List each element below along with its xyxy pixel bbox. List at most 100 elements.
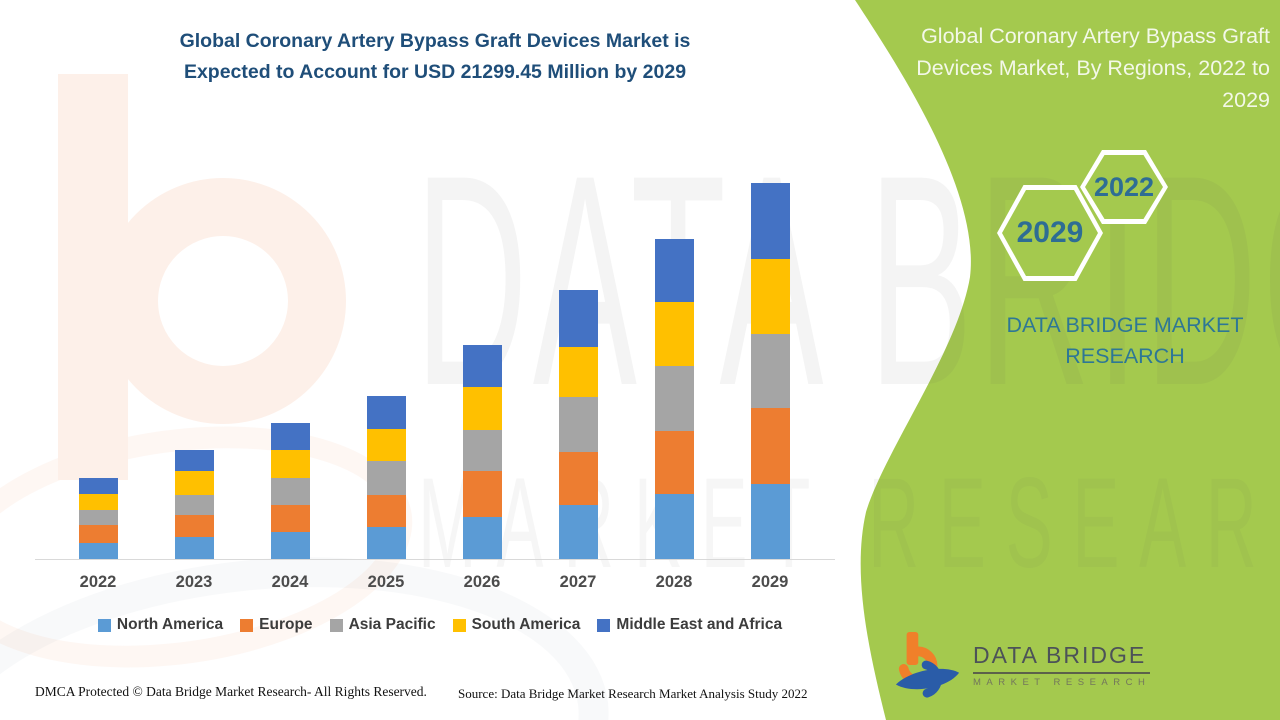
legend-swatch-south-america	[452, 618, 466, 632]
bar-segment-north-america-2023	[174, 536, 214, 559]
x-axis-label-2023: 2023	[175, 573, 213, 591]
bar-segment-europe-2029	[750, 407, 790, 484]
bar-segment-north-america-2029	[750, 483, 790, 559]
bar-segment-asia-pacific-2025	[366, 461, 406, 495]
bar-column-2029	[722, 183, 818, 559]
bar-segment-north-america-2024	[270, 531, 310, 559]
bar-segment-middle-east-and-africa-2025	[366, 395, 406, 430]
bar-segment-europe-2024	[270, 505, 310, 532]
bar-segment-south-america-2025	[366, 429, 406, 462]
bar-segment-asia-pacific-2024	[270, 477, 310, 506]
bar-segment-europe-2023	[174, 514, 214, 537]
logo-name: DATA BRIDGE	[973, 642, 1151, 674]
legend-swatch-middle-east-and-africa	[597, 618, 611, 632]
bar-segment-south-america-2022	[78, 493, 118, 510]
stacked-bar-2026	[462, 345, 502, 559]
hexagon-year-2029: 2029	[1016, 216, 1084, 249]
stacked-bar-2029	[750, 183, 790, 559]
bar-column-2023	[146, 183, 242, 559]
bar-segment-asia-pacific-2027	[558, 397, 598, 453]
bar-segment-south-america-2027	[558, 347, 598, 398]
legend-label-north-america: North America	[116, 616, 224, 633]
x-axis-label-2026: 2026	[463, 573, 501, 591]
x-axis-label-2022: 2022	[79, 573, 117, 591]
chart-title-line1: Global Coronary Artery Bypass Graft Devi…	[179, 30, 691, 52]
legend-label-asia-pacific: Asia Pacific	[348, 616, 436, 633]
stacked-bar-2022	[78, 477, 118, 559]
legend-swatch-north-america	[97, 618, 111, 632]
bar-column-2027	[530, 183, 626, 559]
data-bridge-logo-icon	[895, 631, 960, 698]
x-axis-label-2024: 2024	[271, 573, 309, 591]
panel-title: Global Coronary Artery Bypass Graft Devi…	[916, 24, 1270, 112]
legend-label-europe: Europe	[259, 616, 313, 633]
bar-segment-middle-east-and-africa-2029	[750, 183, 790, 259]
bar-segment-asia-pacific-2026	[462, 429, 502, 472]
bar-segment-asia-pacific-2029	[750, 333, 790, 408]
stacked-bar-2024	[270, 423, 310, 559]
bar-column-2025	[338, 183, 434, 559]
company-logo: DATA BRIDGE MARKET RESEARCH	[893, 628, 1151, 702]
bar-segment-north-america-2027	[558, 505, 598, 559]
hexagon-year-2022: 2022	[1093, 171, 1155, 202]
chart-legend: North America Europe Asia Pacific South Ame…	[40, 616, 840, 634]
hexagon-badge-2029: 2029	[997, 185, 1103, 281]
bar-segment-south-america-2024	[270, 450, 310, 478]
bar-segment-south-america-2029	[750, 258, 790, 334]
bar-segment-middle-east-and-africa-2022	[78, 477, 118, 494]
bar-segment-south-america-2028	[654, 302, 694, 366]
bar-segment-asia-pacific-2022	[78, 509, 118, 525]
bar-segment-middle-east-and-africa-2026	[462, 345, 502, 388]
bar-segment-middle-east-and-africa-2024	[270, 423, 310, 451]
stacked-bar-2023	[174, 449, 214, 559]
bar-segment-south-america-2026	[462, 387, 502, 430]
logo-subtitle: MARKET RESEARCH	[973, 677, 1151, 688]
legend-item-north-america: North America	[97, 616, 224, 634]
x-axis-line	[35, 559, 835, 560]
legend-label-middle-east-and-africa: Middle East and Africa	[616, 616, 783, 633]
legend-item-europe: Europe	[240, 616, 313, 634]
logo-text: DATA BRIDGE MARKET RESEARCH	[973, 628, 1151, 688]
legend-swatch-europe	[240, 618, 254, 632]
bar-segment-asia-pacific-2023	[174, 494, 214, 515]
bar-segment-asia-pacific-2028	[654, 365, 694, 431]
legend-label-south-america: South America	[471, 616, 581, 633]
legend-item-south-america: South America	[452, 616, 581, 634]
brand-caption: DATA BRIDGE MARKET RESEARCH	[1006, 313, 1244, 368]
bar-segment-middle-east-and-africa-2027	[558, 289, 598, 348]
legend-swatch-asia-pacific	[329, 618, 343, 632]
bar-segment-europe-2025	[366, 494, 406, 527]
x-axis-label-2027: 2027	[559, 573, 597, 591]
bar-segment-middle-east-and-africa-2028	[654, 239, 694, 303]
bar-column-2024	[242, 183, 338, 559]
dmca-notice: DMCA Protected © Data Bridge Market Rese…	[35, 684, 427, 699]
x-axis-label-2025: 2025	[367, 573, 405, 591]
chart-title: Global Coronary Artery Bypass Graft Devi…	[70, 26, 800, 88]
hexagon-badge-2029-inner: 2029	[1002, 190, 1098, 276]
hexagon-badge-2022-inner: 2022	[1085, 155, 1163, 219]
bar-column-2022	[50, 183, 146, 559]
stacked-bar-2028	[654, 239, 694, 559]
bar-segment-south-america-2023	[174, 471, 214, 495]
x-axis-labels: 2022 2023 2024 2025 2026 2027 2028 2029	[50, 573, 818, 592]
x-axis-label-2028: 2028	[655, 573, 693, 591]
stacked-bar-2025	[366, 395, 406, 559]
legend-item-asia-pacific: Asia Pacific	[329, 616, 436, 634]
source-note: Source: Data Bridge Market Research Mark…	[458, 686, 808, 701]
chart-title-line2: Expected to Account for USD 21299.45 Mil…	[183, 61, 687, 83]
bar-segment-north-america-2025	[366, 526, 406, 559]
bar-segment-north-america-2022	[78, 542, 118, 559]
bar-column-2028	[626, 183, 722, 559]
bar-segment-europe-2026	[462, 471, 502, 517]
bar-chart-plot-area	[50, 183, 818, 559]
bar-segment-europe-2027	[558, 452, 598, 506]
bar-column-2026	[434, 183, 530, 559]
bar-segment-north-america-2026	[462, 516, 502, 559]
bar-segment-middle-east-and-africa-2023	[174, 449, 214, 472]
bar-segment-north-america-2028	[654, 494, 694, 559]
x-axis-label-2029: 2029	[751, 573, 789, 591]
legend-item-middle-east-and-africa: Middle East and Africa	[597, 616, 782, 634]
bar-segment-europe-2028	[654, 430, 694, 495]
